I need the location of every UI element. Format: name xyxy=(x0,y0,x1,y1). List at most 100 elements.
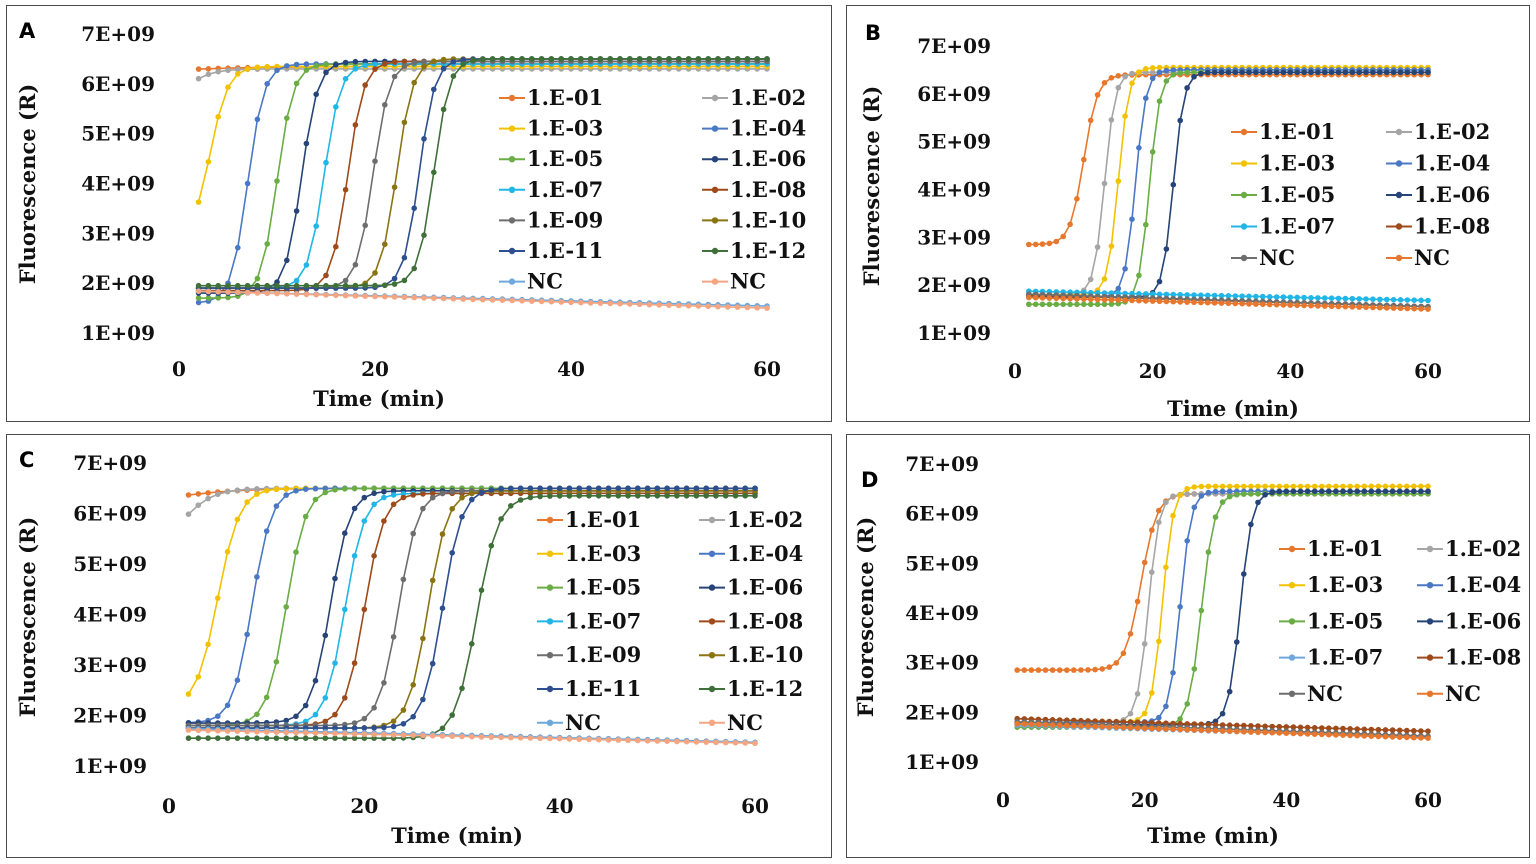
series-line xyxy=(198,58,767,287)
data-point xyxy=(1219,488,1226,495)
data-point xyxy=(1425,297,1431,304)
data-point xyxy=(225,67,231,74)
data-point xyxy=(1071,722,1077,729)
data-point xyxy=(1304,483,1311,490)
data-point xyxy=(371,490,377,497)
data-point xyxy=(607,300,613,307)
data-point xyxy=(1370,304,1376,311)
data-point xyxy=(1342,295,1349,302)
data-point xyxy=(722,739,729,746)
data-point xyxy=(1287,302,1294,308)
data-point xyxy=(234,735,241,741)
legend-label: 1.E-10 xyxy=(727,642,803,667)
data-point xyxy=(713,493,719,499)
data-point xyxy=(578,56,584,62)
data-point xyxy=(705,56,711,62)
legend-entry: 1.E-07 xyxy=(1279,645,1383,670)
data-point xyxy=(1276,488,1283,495)
data-point xyxy=(1297,483,1304,490)
data-point xyxy=(273,729,280,735)
data-point xyxy=(1101,180,1108,187)
data-point xyxy=(488,542,495,549)
data-point xyxy=(644,738,651,744)
data-point xyxy=(401,119,408,126)
data-point xyxy=(401,254,408,261)
series-line xyxy=(188,487,755,729)
legend-entry: 1.E-03 xyxy=(537,541,641,566)
legend-label: 1.E-01 xyxy=(1259,119,1335,144)
series-1e-08-7 xyxy=(195,58,770,294)
data-point xyxy=(263,528,270,534)
x-axis-label: Time (min) xyxy=(1167,396,1299,421)
data-point xyxy=(1418,488,1424,495)
data-point xyxy=(293,713,299,720)
data-point xyxy=(303,291,310,298)
legend-entry: 1.E-01 xyxy=(499,85,603,110)
data-point xyxy=(1205,721,1212,728)
data-point xyxy=(615,737,622,743)
legend-swatch-marker xyxy=(508,247,516,255)
data-point xyxy=(1177,726,1183,733)
data-point xyxy=(595,736,602,743)
data-point xyxy=(654,485,661,492)
data-point xyxy=(244,631,250,638)
data-point xyxy=(215,735,221,741)
data-point xyxy=(1163,726,1169,732)
data-point xyxy=(1113,724,1120,730)
data-point xyxy=(666,56,672,62)
data-point xyxy=(499,56,506,62)
y-axis-label: Fluorescence (R) xyxy=(15,84,40,285)
data-point xyxy=(421,136,427,142)
data-point xyxy=(274,67,280,74)
data-point xyxy=(303,282,310,289)
data-point xyxy=(498,486,504,492)
chart-c: C 1E+09 2E+09 3E+09 4E+09 5E+09 6E+09 7E+09 0 20 4… xyxy=(15,448,803,848)
data-point xyxy=(195,295,202,301)
y-tick-label: 7E+09 xyxy=(81,22,155,46)
data-point xyxy=(371,501,377,508)
data-point xyxy=(1425,69,1431,76)
legend-entry: 1.E-05 xyxy=(1231,182,1335,207)
data-point xyxy=(1269,489,1275,496)
data-point xyxy=(1347,726,1353,732)
data-point xyxy=(235,289,241,296)
data-point xyxy=(1389,483,1396,490)
data-point xyxy=(1326,488,1332,495)
data-point xyxy=(215,713,221,719)
data-point xyxy=(401,294,408,301)
data-point xyxy=(254,290,261,296)
data-point xyxy=(195,727,202,734)
data-point xyxy=(332,660,338,666)
data-point xyxy=(1241,483,1247,490)
data-point xyxy=(382,293,388,300)
data-point xyxy=(1212,488,1219,495)
data-point xyxy=(527,735,534,741)
legend-entry: NC xyxy=(1417,681,1481,706)
data-point xyxy=(625,493,631,499)
data-point xyxy=(693,485,700,492)
data-point xyxy=(1390,69,1397,76)
data-point xyxy=(1053,295,1060,302)
data-point xyxy=(449,712,456,718)
data-point xyxy=(1375,488,1382,495)
data-point xyxy=(322,730,329,737)
data-point xyxy=(459,514,465,520)
data-point xyxy=(342,606,348,613)
data-point xyxy=(371,731,377,738)
data-point xyxy=(1184,299,1190,305)
data-point xyxy=(1156,507,1162,514)
series-1e-06-5 xyxy=(185,488,758,726)
data-point xyxy=(450,73,457,79)
y-tick-label: 5E+09 xyxy=(81,122,155,146)
data-point xyxy=(1032,241,1039,248)
data-point xyxy=(1039,241,1046,247)
data-point xyxy=(1127,631,1134,637)
legend-entry: 1.E-06 xyxy=(702,146,806,171)
data-point xyxy=(1049,667,1056,673)
data-point xyxy=(1129,70,1135,77)
data-point xyxy=(1156,69,1163,76)
series-1e-01-0 xyxy=(1026,71,1431,248)
data-point xyxy=(362,222,369,229)
data-point xyxy=(215,289,221,295)
data-point xyxy=(586,736,592,743)
